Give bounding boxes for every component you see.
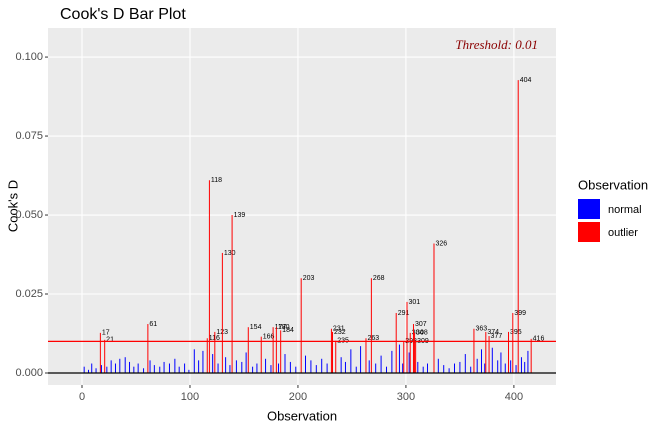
bar-label: 304 bbox=[412, 330, 424, 337]
bar-label: 231 bbox=[333, 326, 345, 333]
legend-label: outlier bbox=[608, 227, 638, 239]
y-tick-label: 0.100 bbox=[15, 51, 43, 63]
x-axis-title: Observation bbox=[267, 408, 337, 423]
x-tick-label: 0 bbox=[79, 391, 85, 403]
bar-label: 404 bbox=[520, 77, 532, 84]
bar-label: 61 bbox=[149, 321, 157, 328]
legend-title: Observation bbox=[578, 177, 648, 192]
bar-label: 308 bbox=[416, 330, 428, 337]
legend-key bbox=[578, 222, 600, 242]
bar-label: 395 bbox=[510, 329, 522, 336]
y-tick-label: 0.050 bbox=[15, 209, 43, 221]
chart-title: Cook's D Bar Plot bbox=[60, 6, 186, 23]
bar-label: 263 bbox=[367, 335, 379, 342]
y-tick-label: 0.025 bbox=[15, 288, 43, 300]
legend-key bbox=[578, 199, 600, 219]
bar-label: 21 bbox=[106, 337, 114, 344]
bar-label: 363 bbox=[475, 326, 487, 333]
legend-label: normal bbox=[608, 204, 642, 216]
bar-label: 17 bbox=[102, 330, 110, 337]
y-tick-label: 0.075 bbox=[15, 130, 43, 142]
bar-label: 177 bbox=[275, 324, 287, 331]
bar-label: 374 bbox=[487, 329, 499, 336]
panel bbox=[48, 28, 556, 385]
bar-label: 291 bbox=[398, 310, 410, 317]
bar-label: 377 bbox=[491, 333, 503, 340]
threshold-annotation: Threshold: 0.01 bbox=[455, 37, 538, 52]
y-axis-title: Cook's D bbox=[5, 180, 20, 232]
legend: normal outlier bbox=[578, 199, 642, 242]
bar-label: 184 bbox=[282, 327, 294, 334]
y-tick-label: 0.000 bbox=[15, 367, 43, 379]
x-tick-label: 100 bbox=[181, 391, 199, 403]
bar-label: 166 bbox=[263, 334, 275, 341]
bar-label: 268 bbox=[373, 275, 385, 282]
x-tick-label: 400 bbox=[505, 391, 523, 403]
bar-label: 130 bbox=[224, 250, 236, 257]
bar-label: 416 bbox=[533, 336, 545, 343]
bar-label: 139 bbox=[234, 212, 246, 219]
bar-label: 118 bbox=[211, 177, 222, 184]
bar-label: 154 bbox=[250, 324, 262, 331]
bar-label: 307 bbox=[415, 321, 427, 328]
bar-label: 180 bbox=[278, 324, 290, 331]
bar-label: 301 bbox=[409, 299, 421, 306]
x-tick-label: 300 bbox=[397, 391, 415, 403]
bar-label: 203 bbox=[303, 275, 315, 282]
bar-label: 326 bbox=[435, 240, 447, 247]
x-tick-label: 200 bbox=[289, 391, 307, 403]
bar-label: 399 bbox=[514, 310, 526, 317]
bar-label: 232 bbox=[334, 329, 346, 336]
